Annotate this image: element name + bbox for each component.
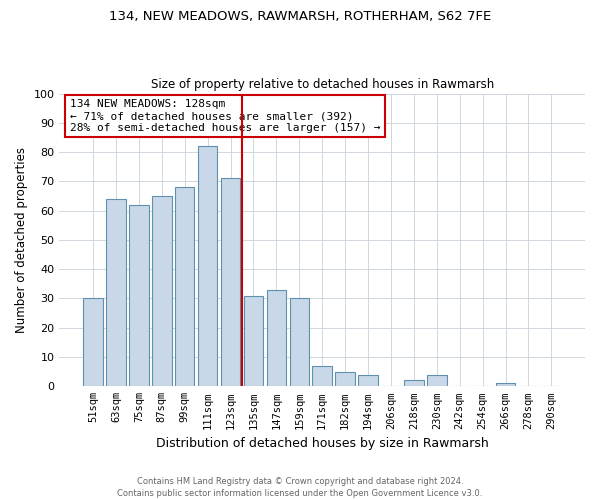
Bar <box>83 298 103 386</box>
Bar <box>358 374 378 386</box>
Bar <box>106 199 126 386</box>
Bar <box>335 372 355 386</box>
Bar <box>290 298 309 386</box>
Text: 134 NEW MEADOWS: 128sqm
← 71% of detached houses are smaller (392)
28% of semi-d: 134 NEW MEADOWS: 128sqm ← 71% of detache… <box>70 100 380 132</box>
Bar <box>244 296 263 386</box>
Bar <box>221 178 240 386</box>
X-axis label: Distribution of detached houses by size in Rawmarsh: Distribution of detached houses by size … <box>156 437 488 450</box>
Bar <box>198 146 217 386</box>
Bar <box>313 366 332 386</box>
Text: 134, NEW MEADOWS, RAWMARSH, ROTHERHAM, S62 7FE: 134, NEW MEADOWS, RAWMARSH, ROTHERHAM, S… <box>109 10 491 23</box>
Y-axis label: Number of detached properties: Number of detached properties <box>15 147 28 333</box>
Bar <box>152 196 172 386</box>
Bar <box>404 380 424 386</box>
Title: Size of property relative to detached houses in Rawmarsh: Size of property relative to detached ho… <box>151 78 494 91</box>
Bar <box>427 374 446 386</box>
Bar <box>175 187 194 386</box>
Bar <box>266 290 286 386</box>
Bar <box>129 205 149 386</box>
Text: Contains HM Land Registry data © Crown copyright and database right 2024.
Contai: Contains HM Land Registry data © Crown c… <box>118 476 482 498</box>
Bar <box>496 384 515 386</box>
